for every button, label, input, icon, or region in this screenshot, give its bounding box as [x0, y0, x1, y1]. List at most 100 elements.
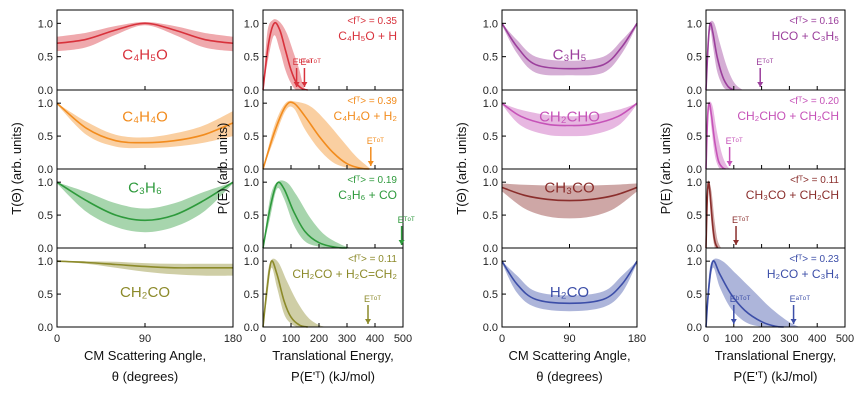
- panel-1T-2: 0.0 0.5 1.0 CH₃CO: [483, 168, 638, 255]
- x-tick-label: 500: [836, 333, 854, 345]
- y-tick-label: 0.0: [687, 243, 702, 255]
- etot-arrowhead: [301, 82, 308, 87]
- etot-arrowhead: [790, 319, 797, 324]
- etot-arrowhead: [398, 240, 405, 245]
- y-tick-label: 0.0: [244, 85, 259, 97]
- reaction-label: C₃H₆ + CO: [338, 188, 397, 202]
- x-tick-label: 100: [725, 333, 743, 345]
- y-tick-label: 0.0: [38, 85, 53, 97]
- ft-label: <fᵀ> = 0.16: [789, 16, 839, 27]
- species-label: H₂CO: [550, 284, 589, 301]
- panel-1P-2: 0.0 0.5 1.0 <fᵀ> = 0.11 CH₃CO + CH₂CH Eᵀᵒᵀ: [687, 168, 846, 255]
- species-label: C₄H₄O: [122, 109, 168, 126]
- ft-label: <fᵀ> = 0.11: [348, 254, 397, 265]
- x-tick-label: 500: [394, 333, 412, 345]
- y-tick-label: 0.0: [244, 164, 259, 176]
- best-fit-line: [262, 260, 308, 328]
- panel-0P-3: 0.0 0.5 1.0 0 100 200 300 400 500 <fᵀ> = 0.11 CH₂C…: [244, 247, 412, 345]
- panel-0T-0: 0.0 0.5 1.0 C₄H₅O: [38, 9, 234, 97]
- species-label: C₄H₅O: [122, 47, 168, 64]
- x-tick-label: 0: [499, 333, 505, 345]
- y-tick-label: 0.0: [483, 164, 498, 176]
- uncertainty-band: [263, 100, 371, 169]
- y-tick-label: 1.0: [244, 177, 259, 189]
- y-tick-label: 1.0: [483, 256, 498, 268]
- best-fit-line: [262, 101, 370, 170]
- panel-1T-3: 0.0 0.5 1.0 0 90 180 H₂CO: [483, 247, 646, 345]
- y-tick-label: 0.0: [38, 243, 53, 255]
- y-tick-label: 0.5: [244, 131, 259, 143]
- best-fit-line: [705, 22, 735, 91]
- ft-label: <fᵀ> = 0.23: [789, 254, 839, 265]
- y-tick-label: 0.0: [687, 322, 702, 334]
- x-tick-label: 300: [338, 333, 356, 345]
- uncertainty-band: [263, 19, 308, 91]
- y-tick-label: 0.5: [244, 289, 259, 301]
- y-axis-label: T(Θ) (arb. units): [9, 122, 24, 214]
- best-fit-line: [705, 102, 726, 170]
- reaction-label: CH₂CHO + CH₂CH: [737, 109, 839, 123]
- best-fit-line: [262, 21, 308, 91]
- x-tick-label: 180: [628, 333, 646, 345]
- y-tick-label: 0.0: [483, 322, 498, 334]
- x-tick-label: 90: [139, 333, 151, 345]
- etot-arrowhead: [730, 319, 737, 324]
- species-label: CH₃CO: [544, 180, 594, 197]
- y-tick-label: 1.0: [687, 18, 702, 30]
- y-tick-label: 0.0: [483, 243, 498, 255]
- best-fit-line: [705, 181, 719, 249]
- x-tick-label: 0: [703, 333, 709, 345]
- panel-1P-3: 0.0 0.5 1.0 0 100 200 300 400 500 <fᵀ> = 0.23 H₂CO…: [687, 247, 854, 345]
- uncertainty-band: [57, 22, 233, 52]
- x-tick-label: 200: [310, 333, 328, 345]
- etot-label: Eᵀᵒᵀ: [367, 136, 384, 146]
- etot-label: Eᵃᵀᵒᵀ: [300, 57, 321, 67]
- y-tick-label: 1.0: [244, 256, 259, 268]
- y-tick-label: 0.5: [687, 131, 702, 143]
- y-tick-label: 0.0: [38, 164, 53, 176]
- x-tick-label: 200: [752, 333, 770, 345]
- ft-label: <fᵀ> = 0.11: [790, 175, 839, 186]
- x-tick-label: 400: [366, 333, 384, 345]
- etot-label: Eᵃᵀᵒᵀ: [790, 294, 811, 304]
- x-axis-label-units: θ (degrees): [112, 369, 178, 384]
- x-tick-label: 0: [54, 333, 60, 345]
- x-tick-label: 0: [260, 333, 266, 345]
- x-axis-label-units: θ (degrees): [536, 369, 602, 384]
- uncertainty-band: [706, 20, 745, 91]
- best-fit-line: [705, 260, 784, 328]
- y-tick-label: 0.0: [244, 243, 259, 255]
- panel-frame: [705, 247, 846, 328]
- ft-label: <fᵀ> = 0.39: [347, 96, 397, 107]
- ft-label: <fᵀ> = 0.19: [347, 175, 397, 186]
- panel-0P-2: 0.0 0.5 1.0 <fᵀ> = 0.19 C₃H₆ + CO Eᵀᵒᵀ: [244, 168, 415, 255]
- panel-0T-3: 0.0 0.5 1.0 0 90 180 CH₂CO: [38, 247, 242, 345]
- y-tick-label: 1.0: [483, 18, 498, 30]
- panel-1T-1: 0.0 0.5 1.0 CH₂CHO: [483, 89, 638, 176]
- x-axis-label: CM Scattering Angle,: [508, 348, 630, 363]
- species-label: C₃H₆: [128, 180, 162, 197]
- uncertainty-band: [57, 182, 233, 233]
- ft-label: <fᵀ> = 0.20: [789, 96, 839, 107]
- uncertainty-band: [263, 258, 328, 327]
- uncertainty-band: [502, 103, 637, 137]
- y-tick-label: 1.0: [38, 98, 53, 110]
- y-tick-label: 0.5: [483, 210, 498, 222]
- y-tick-label: 1.0: [244, 18, 259, 30]
- etot-label: Eᵀᵒᵀ: [364, 294, 381, 304]
- uncertainty-band: [57, 103, 233, 149]
- best-fit-line: [56, 181, 234, 222]
- x-axis-label-units: P(E'ᵀ) (kJ/mol): [291, 369, 375, 384]
- uncertainty-band: [263, 180, 353, 248]
- y-axis-label: P(E) (arb. units): [215, 123, 230, 215]
- best-fit-line: [56, 22, 234, 45]
- y-tick-label: 0.0: [38, 322, 53, 334]
- y-tick-label: 0.0: [244, 322, 259, 334]
- etot-label: Eᵀᵒᵀ: [726, 136, 743, 146]
- y-tick-label: 0.5: [38, 52, 53, 64]
- reaction-label: HCO + C₃H₅: [772, 29, 840, 43]
- best-fit-line: [56, 260, 233, 269]
- y-tick-label: 0.5: [687, 289, 702, 301]
- x-axis-label: CM Scattering Angle,: [84, 348, 206, 363]
